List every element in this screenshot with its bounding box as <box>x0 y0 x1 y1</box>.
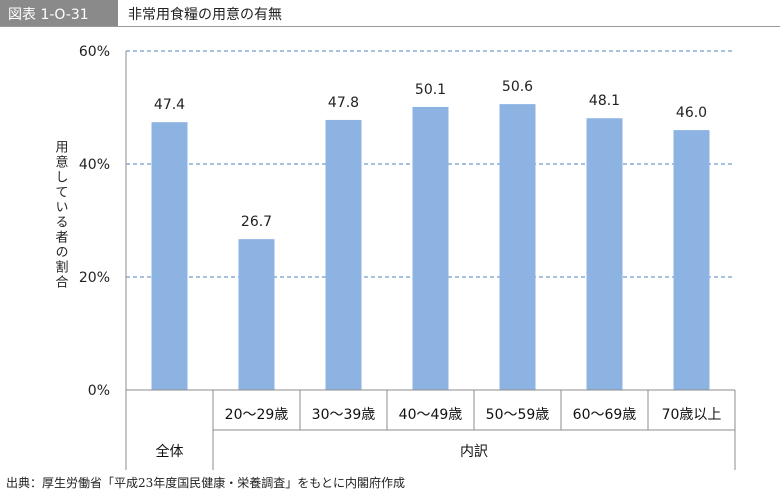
figure-header: 図表 1-O-31 非常用食糧の用意の有無 <box>0 0 780 27</box>
bar <box>499 104 536 391</box>
data-label: 47.8 <box>328 95 359 111</box>
data-label: 26.7 <box>241 214 272 230</box>
figure-number: 図表 1-O-31 <box>8 7 89 23</box>
group-label-overall: 全体 <box>156 443 184 460</box>
bar <box>673 130 710 390</box>
data-label: 46.0 <box>676 105 707 121</box>
x-category-label: 20〜29歳 <box>225 407 289 423</box>
data-label: 50.1 <box>415 82 446 98</box>
data-label: 47.4 <box>154 97 185 113</box>
bar <box>238 239 275 390</box>
bar <box>412 106 449 390</box>
bar <box>325 119 362 391</box>
bar <box>586 118 623 391</box>
source-note: 出典：厚生労働省「平成23年度国民健康・栄養調査」をもとに内閣府作成 <box>6 476 406 490</box>
figure-title: 非常用食糧の用意の有無 <box>128 7 282 23</box>
y-axis-label: 用意している者の割合 <box>53 140 69 290</box>
data-label: 50.6 <box>502 79 533 95</box>
y-tick-label: 40% <box>79 157 110 173</box>
x-category-label: 40〜49歳 <box>399 407 463 423</box>
x-category-label: 30〜39歳 <box>312 407 376 423</box>
x-category-label: 70歳以上 <box>662 407 722 423</box>
data-label: 48.1 <box>589 93 620 109</box>
y-tick-label: 60% <box>79 44 110 60</box>
x-category-label: 60〜69歳 <box>573 407 637 423</box>
bar-chart: 0% 20% 40% 60% 用意している者の割合 47.4 26.7 47.8 50.1 50.… <box>53 44 736 470</box>
y-tick-label: 20% <box>79 270 110 286</box>
bar <box>151 122 188 390</box>
figure-number-badge: 図表 1-O-31 <box>0 0 118 27</box>
group-label-breakdown: 内訳 <box>460 444 488 460</box>
header-divider <box>0 26 780 27</box>
x-category-label: 50〜59歳 <box>486 407 550 423</box>
y-tick-label: 0% <box>88 383 110 399</box>
